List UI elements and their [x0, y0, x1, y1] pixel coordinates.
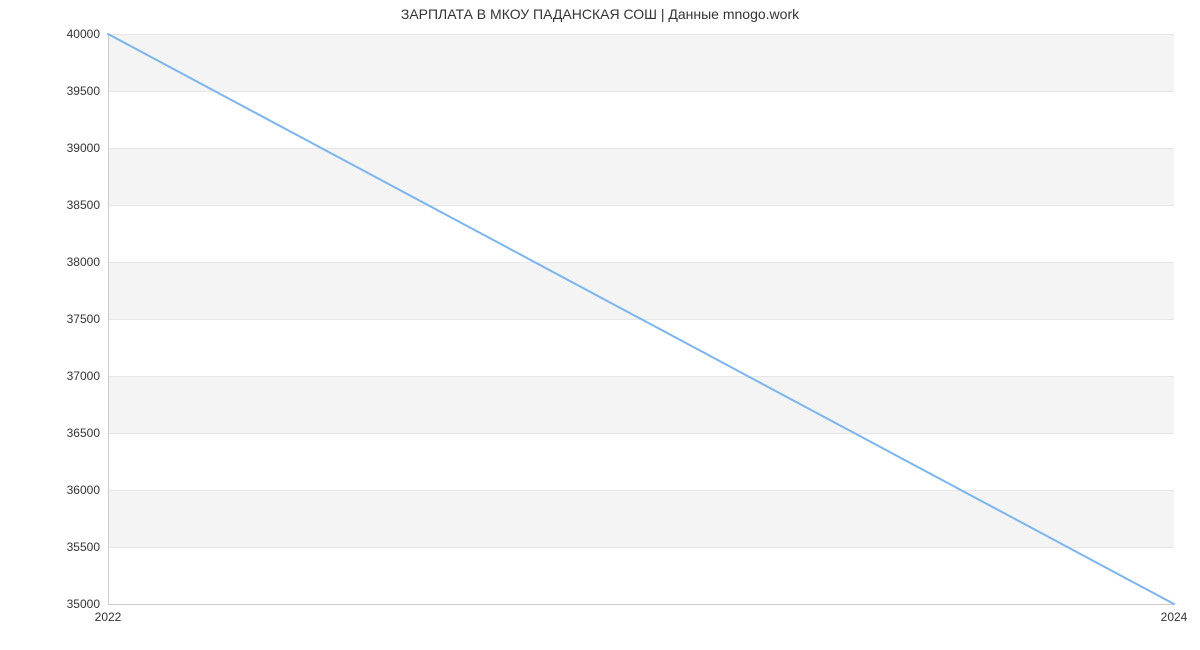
y-tick-label: 35000: [58, 597, 100, 611]
chart-title: ЗАРПЛАТА В МКОУ ПАДАНСКАЯ СОШ | Данные m…: [0, 6, 1200, 22]
x-tick-label: 2022: [95, 610, 122, 624]
x-axis-line: [108, 604, 1174, 605]
y-tick-label: 36000: [58, 483, 100, 497]
y-tick-label: 39000: [58, 141, 100, 155]
y-tick-label: 40000: [58, 27, 100, 41]
series-salary: [108, 34, 1174, 604]
y-tick-label: 36500: [58, 426, 100, 440]
y-tick-label: 39500: [58, 84, 100, 98]
y-tick-label: 37000: [58, 369, 100, 383]
y-tick-label: 38500: [58, 198, 100, 212]
x-tick-label: 2024: [1161, 610, 1188, 624]
salary-chart: ЗАРПЛАТА В МКОУ ПАДАНСКАЯ СОШ | Данные m…: [0, 0, 1200, 650]
series-layer: [108, 34, 1174, 604]
plot-area: [108, 34, 1174, 604]
y-tick-label: 38000: [58, 255, 100, 269]
y-tick-label: 35500: [58, 540, 100, 554]
y-tick-label: 37500: [58, 312, 100, 326]
